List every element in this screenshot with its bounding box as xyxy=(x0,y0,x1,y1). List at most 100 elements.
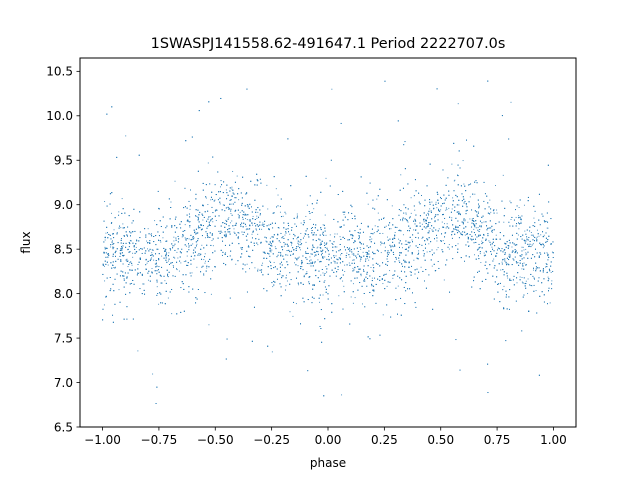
data-point xyxy=(440,240,442,242)
data-point xyxy=(284,211,286,213)
data-point xyxy=(543,220,545,222)
data-point xyxy=(278,227,280,229)
data-point xyxy=(502,269,504,271)
data-point xyxy=(391,205,393,207)
data-point xyxy=(216,209,218,211)
data-point xyxy=(382,232,384,234)
data-point xyxy=(342,219,344,221)
data-point xyxy=(104,201,106,203)
data-point xyxy=(221,231,223,233)
data-point xyxy=(157,248,159,250)
data-point xyxy=(514,249,516,251)
data-point xyxy=(366,253,368,255)
data-point xyxy=(467,236,469,238)
data-point xyxy=(126,318,128,320)
data-point xyxy=(202,214,204,216)
data-point xyxy=(377,212,379,214)
data-point xyxy=(256,242,258,244)
data-point xyxy=(433,208,435,210)
data-point xyxy=(310,263,312,265)
data-point xyxy=(527,200,529,202)
data-point xyxy=(249,228,251,230)
data-point xyxy=(115,260,117,262)
data-point xyxy=(547,253,549,255)
data-point xyxy=(203,259,205,261)
data-point xyxy=(322,224,324,226)
data-point xyxy=(158,207,160,209)
data-point xyxy=(451,163,453,165)
data-point xyxy=(541,243,543,245)
data-point xyxy=(405,290,407,292)
data-point xyxy=(252,224,254,226)
data-point xyxy=(442,240,444,242)
data-point xyxy=(525,264,527,266)
data-point xyxy=(325,234,327,236)
data-point xyxy=(405,213,407,215)
data-point xyxy=(514,251,516,253)
data-point xyxy=(378,219,380,221)
data-point xyxy=(532,275,534,277)
data-point xyxy=(332,243,334,245)
data-point xyxy=(256,217,258,219)
data-point xyxy=(181,236,183,238)
data-point xyxy=(265,240,267,242)
data-point xyxy=(371,238,373,240)
data-point xyxy=(141,274,143,276)
data-point xyxy=(131,264,133,266)
data-point xyxy=(155,266,157,268)
data-point xyxy=(489,264,491,266)
data-point xyxy=(263,288,265,290)
data-point xyxy=(225,253,226,255)
data-point xyxy=(338,295,340,297)
data-point xyxy=(259,213,261,215)
data-point xyxy=(483,233,485,235)
data-point xyxy=(162,237,164,239)
data-point xyxy=(301,242,303,244)
data-point xyxy=(547,280,549,282)
data-point xyxy=(366,257,368,259)
data-point xyxy=(192,238,194,240)
data-point xyxy=(154,220,156,222)
data-point xyxy=(104,280,106,282)
data-point xyxy=(507,277,509,279)
data-point xyxy=(127,235,128,237)
data-point xyxy=(545,266,547,268)
scatter-points xyxy=(102,80,554,404)
data-point xyxy=(444,232,446,234)
data-point xyxy=(407,208,409,210)
data-point xyxy=(126,258,128,260)
data-point xyxy=(321,269,323,270)
data-point xyxy=(372,289,374,291)
data-point xyxy=(527,293,529,295)
data-point xyxy=(478,206,480,208)
data-point xyxy=(460,257,462,259)
data-point xyxy=(547,227,549,229)
data-point xyxy=(396,226,398,228)
data-point xyxy=(523,262,525,264)
data-point xyxy=(193,258,195,260)
data-point xyxy=(219,186,221,188)
data-point xyxy=(447,177,449,179)
data-point xyxy=(312,261,314,263)
data-point xyxy=(525,254,527,256)
data-point xyxy=(137,350,139,352)
data-point xyxy=(367,203,369,205)
data-point xyxy=(521,277,523,278)
data-point xyxy=(121,249,123,251)
data-point xyxy=(369,338,371,340)
data-point xyxy=(360,275,362,277)
data-point xyxy=(111,222,113,224)
data-point xyxy=(237,193,239,195)
data-point xyxy=(525,248,527,250)
data-point xyxy=(463,219,465,221)
data-point xyxy=(191,272,193,274)
data-point xyxy=(518,228,520,230)
data-point xyxy=(246,219,248,221)
data-point xyxy=(477,227,479,229)
data-point xyxy=(390,248,392,250)
data-point xyxy=(521,215,523,217)
data-point xyxy=(404,243,406,245)
data-point xyxy=(497,283,499,285)
data-point xyxy=(300,232,302,234)
data-point xyxy=(247,228,249,230)
